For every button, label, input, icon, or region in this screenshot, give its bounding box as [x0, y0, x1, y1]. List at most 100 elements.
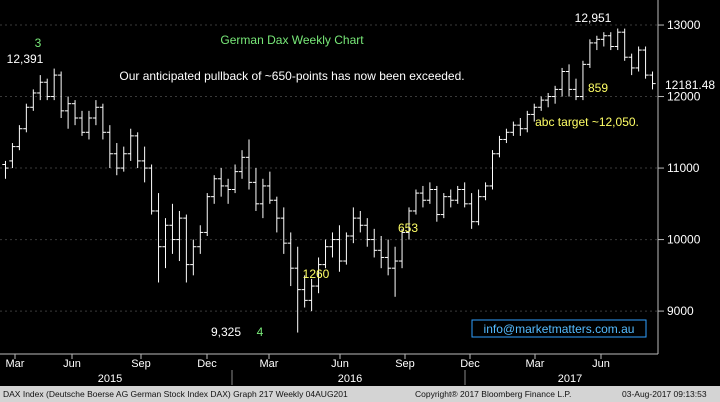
ohlc-bar: [106, 125, 113, 169]
ohlc-bar: [628, 53, 635, 76]
ohlc-bar: [141, 146, 148, 183]
ohlc-bar: [78, 110, 86, 136]
ohlc-bar: [551, 85, 559, 104]
ohlc-bar: [120, 146, 127, 172]
ohlc-bar: [280, 207, 287, 254]
ohlc-bar: [350, 207, 357, 244]
ohlc-bar: [44, 78, 51, 101]
ohlc-bar: [635, 46, 642, 72]
y-axis: 9000 10000 11000 12000 13000: [658, 18, 701, 318]
ohlc-bar: [162, 218, 169, 269]
ohlc-bar: [64, 96, 72, 129]
year-label: 2016: [338, 373, 362, 385]
ohlc-bar: [531, 103, 538, 122]
x-tick-label: Dec: [197, 358, 217, 370]
ohlc-bar: [245, 139, 253, 190]
ohlc-bar: [148, 164, 155, 215]
ohlc-bar: [37, 75, 44, 101]
ohlc-bar: [378, 236, 385, 269]
ohlc-bar: [211, 175, 218, 204]
ohlc-bar: [16, 125, 23, 151]
x-tick-label: Sep: [131, 358, 151, 370]
ohlc-bar: [329, 232, 336, 258]
ohlc-bar: [545, 92, 552, 108]
ohlc-bar: [218, 168, 225, 197]
ohlc-bar: [287, 232, 294, 287]
x-tick-label: Mar: [260, 358, 279, 370]
ohlc-bar: [649, 71, 656, 90]
ohlc-bar: [475, 189, 482, 226]
ohlc-bar: [252, 168, 260, 211]
ohlc-bar: [496, 135, 503, 158]
ohlc-bar: [308, 278, 315, 312]
ohlc-bar: [517, 118, 524, 136]
ohlc-bar: [315, 257, 322, 294]
ohlc-bar: [524, 110, 531, 133]
ohlc-bar: [30, 89, 37, 111]
ohlc-bars: [2, 28, 656, 333]
target-annotation: abc target ~12,050.: [535, 115, 639, 129]
ohlc-bar: [294, 246, 301, 333]
high-2015-label: 12,391: [7, 52, 44, 66]
ohlc-bar: [440, 193, 447, 219]
ohlc-bar: [385, 239, 392, 276]
ohlc-bar: [238, 150, 246, 179]
ohlc-bar: [398, 228, 406, 269]
footer-security-info: DAX Index (Deutsche Boerse AG German Sto…: [3, 389, 348, 399]
x-tick-label: Dec: [460, 358, 480, 370]
ohlc-bar: [336, 225, 343, 272]
high-2017-label: 12,951: [575, 11, 612, 25]
ohlc-bar: [433, 185, 440, 222]
x-tick-label: Mar: [526, 358, 545, 370]
ohlc-bar: [231, 164, 239, 194]
ohlc-bar: [405, 207, 413, 240]
ohlc-bar: [204, 193, 211, 236]
year-label: 2015: [98, 373, 122, 385]
ohlc-bar: [364, 218, 371, 247]
x-tick-label: Mar: [6, 358, 25, 370]
wave-4-label: 4: [257, 325, 264, 339]
ohlc-bar: [58, 71, 65, 118]
ohlc-bar: [468, 193, 475, 229]
y-tick-label: 12000: [667, 90, 701, 104]
ohlc-bar: [642, 46, 649, 79]
ohlc-bar: [134, 132, 141, 169]
chart-title: German Dax Weekly Chart: [220, 33, 364, 47]
ohlc-bar: [266, 171, 273, 204]
ohlc-bar: [301, 275, 308, 308]
ohlc-bar: [273, 196, 280, 233]
wave-3-label: 3: [35, 36, 42, 50]
ohlc-bar: [538, 96, 545, 111]
x-tick-label: Jun: [63, 358, 81, 370]
ohlc-bar: [113, 143, 120, 176]
y-tick-label: 13000: [667, 18, 701, 32]
ohlc-bar: [426, 182, 434, 204]
ohlc-bar: [127, 128, 134, 161]
ohlc-bar: [454, 185, 461, 204]
x-tick-label: Jun: [592, 358, 610, 370]
ohlc-bar: [51, 68, 58, 101]
footer-timestamp: 03-Aug-2017 09:13:53: [622, 389, 707, 399]
ohlc-bar: [259, 178, 267, 219]
ohlc-bar: [85, 110, 93, 140]
ohlc-bar: [371, 228, 378, 258]
bloomberg-footer: DAX Index (Deutsche Boerse AG German Sto…: [0, 386, 720, 402]
ohlc-bar: [482, 182, 489, 201]
watermark-email: info@marketmatters.com.au: [484, 322, 635, 336]
x-tick-label: Sep: [395, 358, 415, 370]
annotation-1260: 1260: [303, 267, 330, 281]
ohlc-bar: [391, 246, 399, 297]
ohlc-bar: [155, 193, 162, 283]
ohlc-bar: [607, 32, 614, 51]
watermark-box: [471, 319, 647, 338]
ohlc-bar: [412, 189, 420, 215]
last-price-label: 12181.48: [665, 78, 715, 92]
annotation-653: 653: [398, 221, 418, 235]
ohlc-bar: [614, 28, 621, 51]
y-tick-label: 10000: [667, 233, 701, 247]
ohlc-bar: [71, 100, 79, 126]
ohlc-bar: [419, 185, 427, 208]
y-tick-label: 9000: [667, 304, 694, 318]
ohlc-bar: [558, 67, 566, 97]
